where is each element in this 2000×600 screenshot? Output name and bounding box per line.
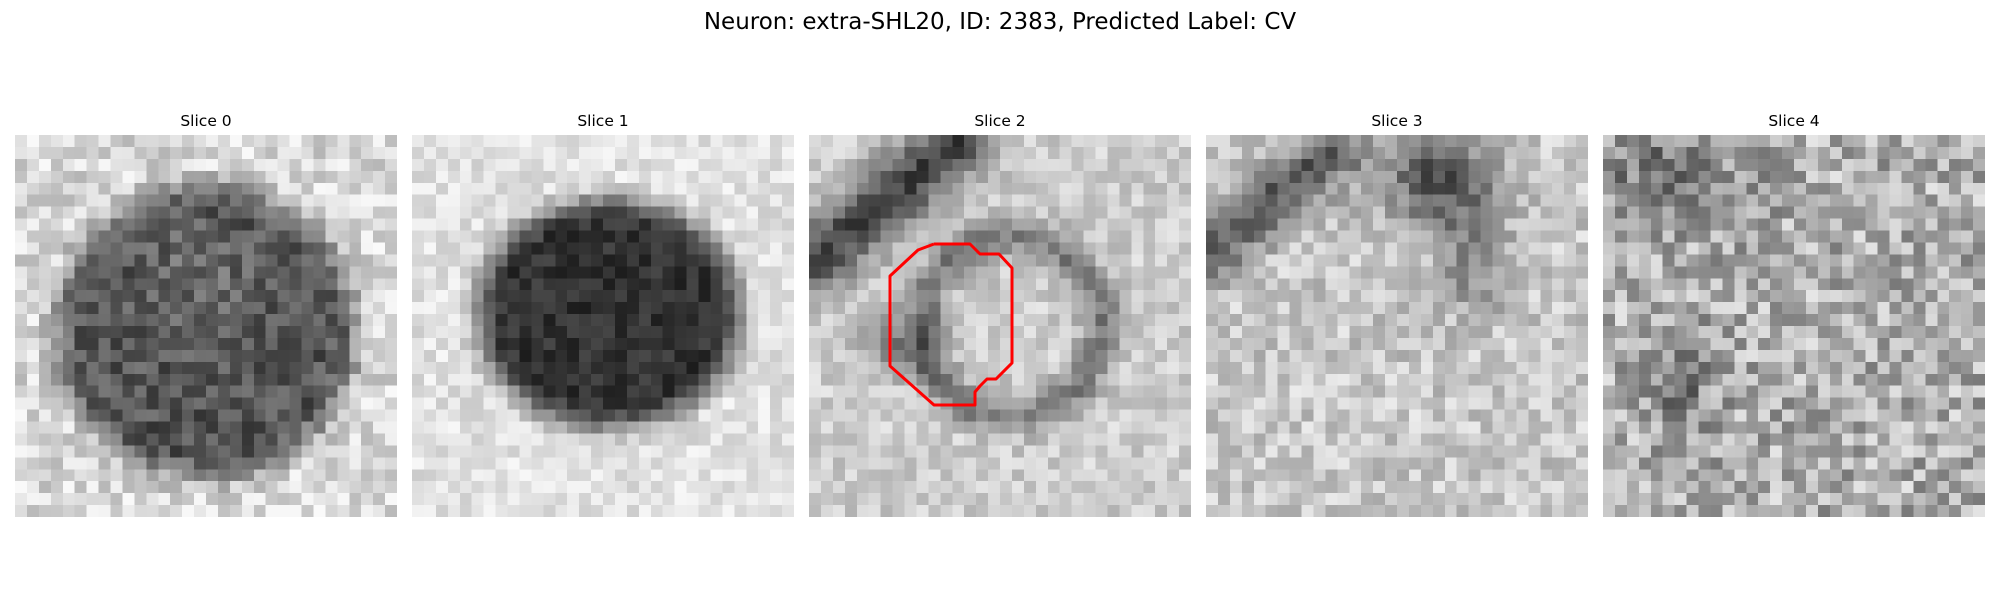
figure-title: Neuron: extra-SHL20, ID: 2383, Predicted… <box>703 9 1297 35</box>
slice-panel-2: Slice 2 <box>809 109 1191 517</box>
slice-panel-0: Slice 0 <box>15 109 397 517</box>
slice-image-2 <box>809 135 1191 517</box>
slice-panel-3: Slice 3 <box>1206 109 1588 517</box>
slice-title-1: Slice 1 <box>577 112 629 130</box>
slice-title-2: Slice 2 <box>974 112 1026 130</box>
slice-image-3 <box>1206 135 1588 517</box>
slice-title-3: Slice 3 <box>1371 112 1423 130</box>
slice-title-0: Slice 0 <box>180 112 232 130</box>
slice-image-4 <box>1603 135 1985 517</box>
slice-image-0 <box>15 135 397 517</box>
slice-image-1 <box>412 135 794 517</box>
contour-outline <box>888 242 1014 407</box>
slice-panel-1: Slice 1 <box>412 109 794 517</box>
segmentation-contour <box>888 242 1014 407</box>
slice-title-4: Slice 4 <box>1768 112 1820 130</box>
slice-panel-4: Slice 4 <box>1603 109 1985 517</box>
